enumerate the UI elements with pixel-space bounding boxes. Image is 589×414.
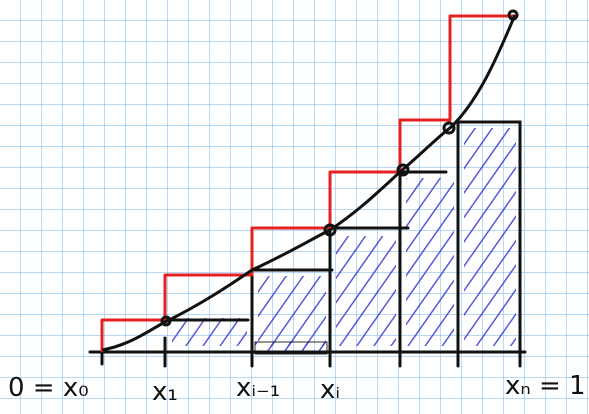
label-xim1: xᵢ₋₁ — [236, 373, 280, 403]
label-xn: xₙ = 1 — [505, 371, 586, 401]
label-x0: 0 = x₀ — [8, 373, 89, 403]
riemann-sum-diagram: 0 = x₀ x₁ xᵢ₋₁ xᵢ xₙ = 1 — [0, 0, 589, 414]
label-xi: xᵢ — [320, 375, 340, 405]
label-x1: x₁ — [152, 377, 178, 407]
